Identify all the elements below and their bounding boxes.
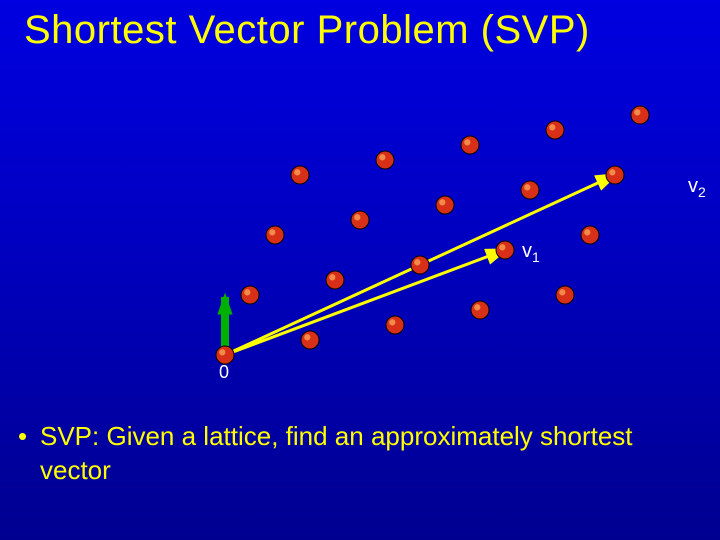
lattice-point [521, 181, 539, 199]
lattice-point [301, 331, 319, 349]
lattice-point [411, 256, 429, 274]
lattice-point [376, 151, 394, 169]
lattice-point [326, 271, 344, 289]
lattice-point [436, 196, 454, 214]
v2-label: v2 [688, 175, 706, 200]
lattice-point [496, 241, 514, 259]
v1-label: v1 [522, 240, 540, 265]
lattice-point [581, 226, 599, 244]
lattice-point [631, 106, 649, 124]
origin-label: 0 [219, 362, 229, 383]
lattice-point [291, 166, 309, 184]
lattice-point [241, 286, 259, 304]
lattice-point [386, 316, 404, 334]
lattice-point [351, 211, 369, 229]
bullet-text: •SVP: Given a lattice, find an approxima… [18, 420, 708, 488]
lattice-point [461, 136, 479, 154]
basis-vector [225, 250, 505, 355]
lattice-point [556, 286, 574, 304]
lattice-point [606, 166, 624, 184]
lattice-point [546, 121, 564, 139]
lattice-point [471, 301, 489, 319]
lattice-point [266, 226, 284, 244]
